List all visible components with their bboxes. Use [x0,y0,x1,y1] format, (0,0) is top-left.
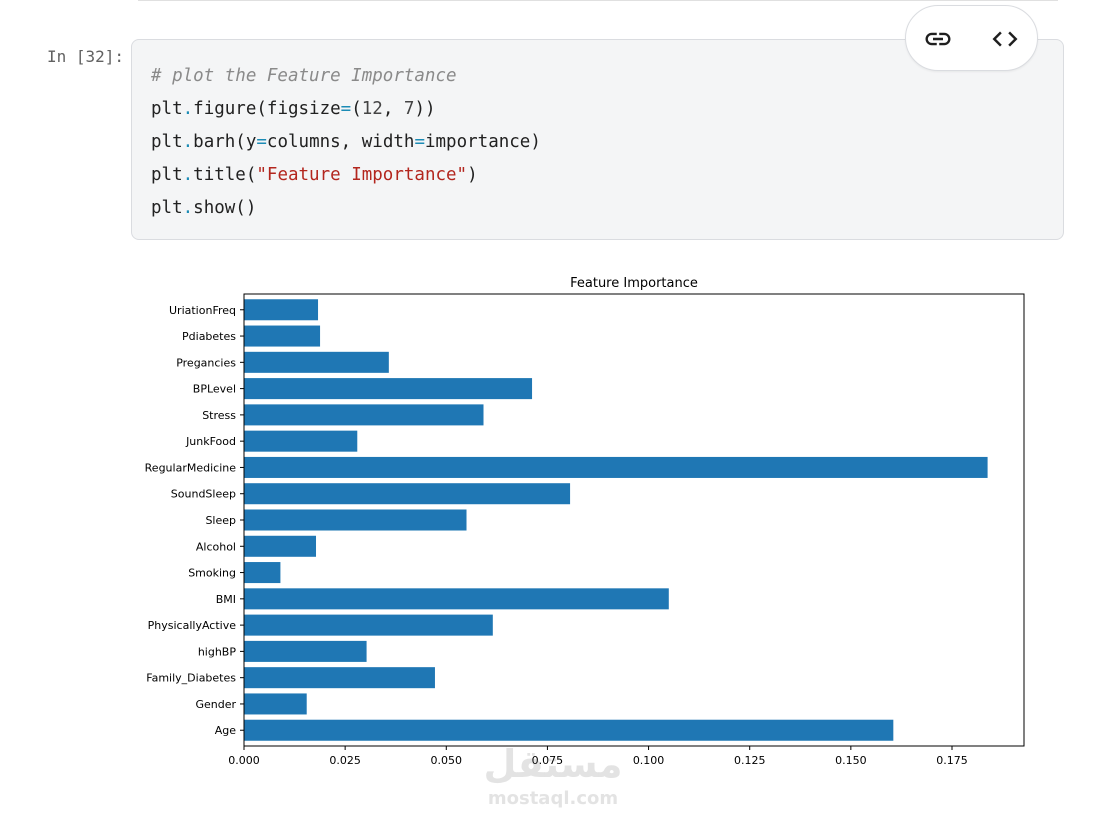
code-line-2: plt.figure(figsize=(12, 7)) [151,93,541,126]
code-comment: # plot the Feature Importance [151,66,457,86]
code-token: 12 [361,99,383,119]
bar-Stress [244,404,484,426]
code-token: "Feature Importance" [256,165,468,185]
x-tick-label: 0.100 [633,754,665,767]
x-tick-label: 0.025 [329,754,361,767]
code-token: importance) [424,132,541,152]
code-line-4: plt.title("Feature Importance") [151,159,541,192]
x-tick-label: 0.075 [532,754,564,767]
code-token: )) [414,99,436,119]
code-icon [992,31,1018,47]
code-token: figure(figsize [193,99,341,119]
code-token: ) [467,165,478,185]
code-token: = [256,132,267,152]
y-tick-label: BPLevel [193,383,236,396]
bar-UriationFreq [244,299,319,321]
chart-output: Feature Importance Age Gender Family_Diabe… [130,266,1040,776]
bar-BMI [244,588,669,610]
bar-Age [244,719,894,741]
bar-SoundSleep [244,483,571,505]
top-divider [138,0,1058,1]
code-token: plt [151,99,183,119]
y-tick-label: JunkFood [185,435,236,448]
bar-Family_Diabetes [244,667,435,689]
bar-Smoking [244,562,281,584]
chart-title: Feature Importance [570,276,698,291]
bar-Gender [244,693,307,715]
watermark-latin: mostaql.com [487,788,619,809]
bar-highBP [244,640,367,662]
y-tick-label: Smoking [188,567,236,580]
code-token: . [182,165,194,185]
code-token: ( [351,99,362,119]
y-tick-label: Sleep [205,514,236,527]
code-line-1: # plot the Feature Importance [151,60,541,93]
code-token: , [382,99,404,119]
y-tick-label: Alcohol [196,540,236,553]
bar-Alcohol [244,535,317,557]
code-token: barh(y [193,132,257,152]
code-token: . [182,132,194,152]
link-icon [925,32,951,46]
y-tick-label: RegularMedicine [145,461,237,474]
bar-Pregancies [244,351,389,373]
code-token: columns, width [266,132,415,152]
y-tick-label: SoundSleep [171,488,236,501]
cell-prompt: In [32]: [47,47,125,66]
code-token: plt [151,165,183,185]
y-tick-label: Gender [195,698,236,711]
y-tick-label: PhysicallyActive [148,619,237,632]
y-tick-label: Family_Diabetes [146,672,236,685]
code-token: . [182,198,194,218]
code-token: plt [151,132,183,152]
code-cell[interactable]: # plot the Feature Importance plt.figure… [131,39,1064,240]
bar-PhysicallyActive [244,614,493,636]
x-tick-label: 0.175 [936,754,968,767]
x-tick-label: 0.000 [228,754,260,767]
feature-importance-chart: Feature Importance Age Gender Family_Diabe… [145,276,1025,767]
bar-Pdiabetes [244,325,321,347]
y-tick-label: BMI [216,593,236,606]
y-axis-ticks: Age Gender Family_Diabetes highBP Physically… [145,304,244,737]
y-tick-label: highBP [198,645,237,658]
plot-frame [243,293,1025,747]
code-token: = [414,132,425,152]
watermark: مستقل mostaql.com [483,742,623,812]
x-axis-ticks: 0.000 0.025 0.050 0.075 0.100 0.125 0.150 0.175 [228,746,968,767]
cell-toolbar [905,5,1038,71]
bars-group [244,299,988,741]
code-token: . [182,99,194,119]
y-tick-label: Stress [202,409,236,422]
y-tick-label: UriationFreq [169,304,236,317]
y-tick-label: Pdiabetes [182,330,236,343]
copy-link-button[interactable] [922,23,954,55]
code-token: plt [151,198,183,218]
bar-JunkFood [244,430,358,452]
y-tick-label: Pregancies [176,356,236,369]
view-code-button[interactable] [989,23,1021,55]
bar-RegularMedicine [244,456,988,478]
code-line-3: plt.barh(y=columns, width=importance) [151,126,541,159]
code-token: = [340,99,352,119]
code-line-5: plt.show() [151,192,541,225]
code-token: 7 [403,99,415,119]
watermark-arabic: مستقل [483,742,623,786]
x-tick-label: 0.125 [734,754,766,767]
bar-BPLevel [244,378,533,400]
code-editor[interactable]: # plot the Feature Importance plt.figure… [151,60,541,225]
y-tick-label: Age [215,724,237,737]
code-token: title( [193,165,257,185]
x-tick-label: 0.050 [431,754,463,767]
x-tick-label: 0.150 [835,754,867,767]
bar-Sleep [244,509,467,531]
code-token: show() [193,198,257,218]
